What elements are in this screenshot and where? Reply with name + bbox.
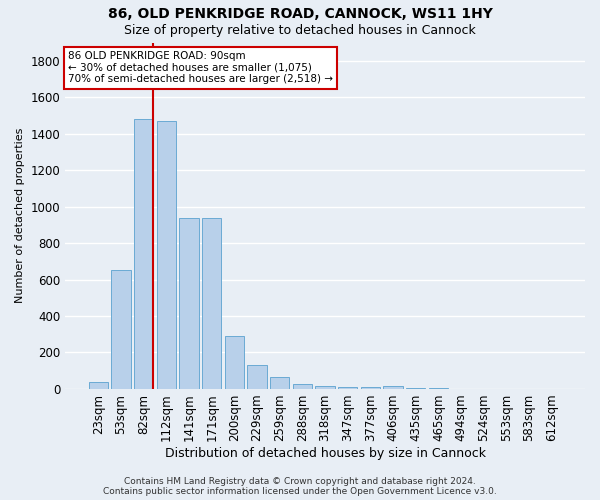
Bar — [293, 384, 312, 389]
Bar — [247, 366, 267, 389]
Text: 86 OLD PENKRIDGE ROAD: 90sqm
← 30% of detached houses are smaller (1,075)
70% of: 86 OLD PENKRIDGE ROAD: 90sqm ← 30% of de… — [68, 51, 333, 84]
X-axis label: Distribution of detached houses by size in Cannock: Distribution of detached houses by size … — [164, 447, 485, 460]
Bar — [89, 382, 108, 389]
Text: Contains HM Land Registry data © Crown copyright and database right 2024.
Contai: Contains HM Land Registry data © Crown c… — [103, 476, 497, 496]
Bar — [383, 386, 403, 389]
Bar — [202, 218, 221, 389]
Bar — [406, 388, 425, 389]
Text: 86, OLD PENKRIDGE ROAD, CANNOCK, WS11 1HY: 86, OLD PENKRIDGE ROAD, CANNOCK, WS11 1H… — [107, 8, 493, 22]
Bar — [112, 270, 131, 389]
Text: Size of property relative to detached houses in Cannock: Size of property relative to detached ho… — [124, 24, 476, 37]
Bar — [157, 121, 176, 389]
Bar — [134, 119, 154, 389]
Bar — [225, 336, 244, 389]
Bar — [361, 387, 380, 389]
Bar — [270, 377, 289, 389]
Bar — [316, 386, 335, 389]
Bar — [179, 218, 199, 389]
Y-axis label: Number of detached properties: Number of detached properties — [15, 128, 25, 304]
Bar — [429, 388, 448, 389]
Bar — [338, 387, 358, 389]
